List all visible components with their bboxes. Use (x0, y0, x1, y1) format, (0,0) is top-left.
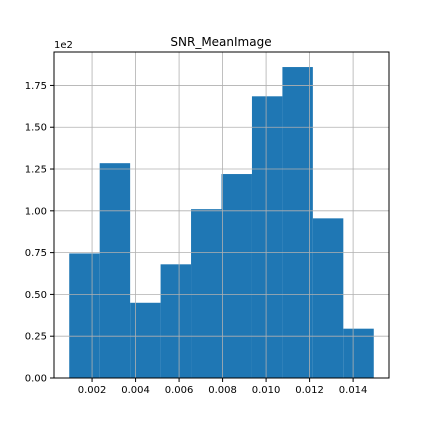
y-tick-label-0: 0.00 (25, 374, 47, 385)
histogram-bar-7 (282, 67, 313, 379)
y-tick-label-6: 1.50 (25, 123, 47, 134)
x-tick-label-6: 0.014 (339, 385, 368, 396)
histogram-bar-1 (99, 163, 131, 378)
x-tick-label-1: 0.004 (121, 385, 150, 396)
x-tick-label-4: 0.010 (252, 385, 281, 396)
y-tick-label-1: 0.25 (25, 332, 47, 343)
histogram-bar-2 (130, 302, 161, 378)
histogram-bar-4 (191, 209, 222, 378)
plot-frame (53, 51, 390, 379)
histogram-bar-0 (69, 253, 100, 378)
histogram-bar-3 (160, 264, 192, 378)
histogram-bar-6 (251, 96, 283, 379)
x-tick-label-5: 0.012 (295, 385, 324, 396)
y-tick-label-2: 0.50 (25, 290, 47, 301)
x-tick-label-3: 0.008 (208, 385, 237, 396)
x-tick-label-0: 0.002 (78, 385, 107, 396)
chart-title: SNR_MeanImage (170, 35, 271, 49)
histogram-bar-9 (343, 328, 374, 378)
x-tick-label-2: 0.006 (165, 385, 194, 396)
axis-ticks: 0.002 0.004 0.006 0.008 0.010 0.012 0.014 0.00 0… (25, 81, 368, 396)
y-tick-label-4: 1.00 (25, 206, 47, 217)
histogram-bars (69, 67, 374, 379)
histogram-bar-8 (312, 218, 344, 378)
histogram-bar-5 (221, 174, 252, 378)
y-offset-label: 1e2 (54, 40, 73, 51)
y-tick-label-7: 1.75 (25, 81, 47, 92)
y-tick-label-5: 1.25 (25, 165, 47, 176)
y-tick-label-3: 0.75 (25, 248, 47, 259)
